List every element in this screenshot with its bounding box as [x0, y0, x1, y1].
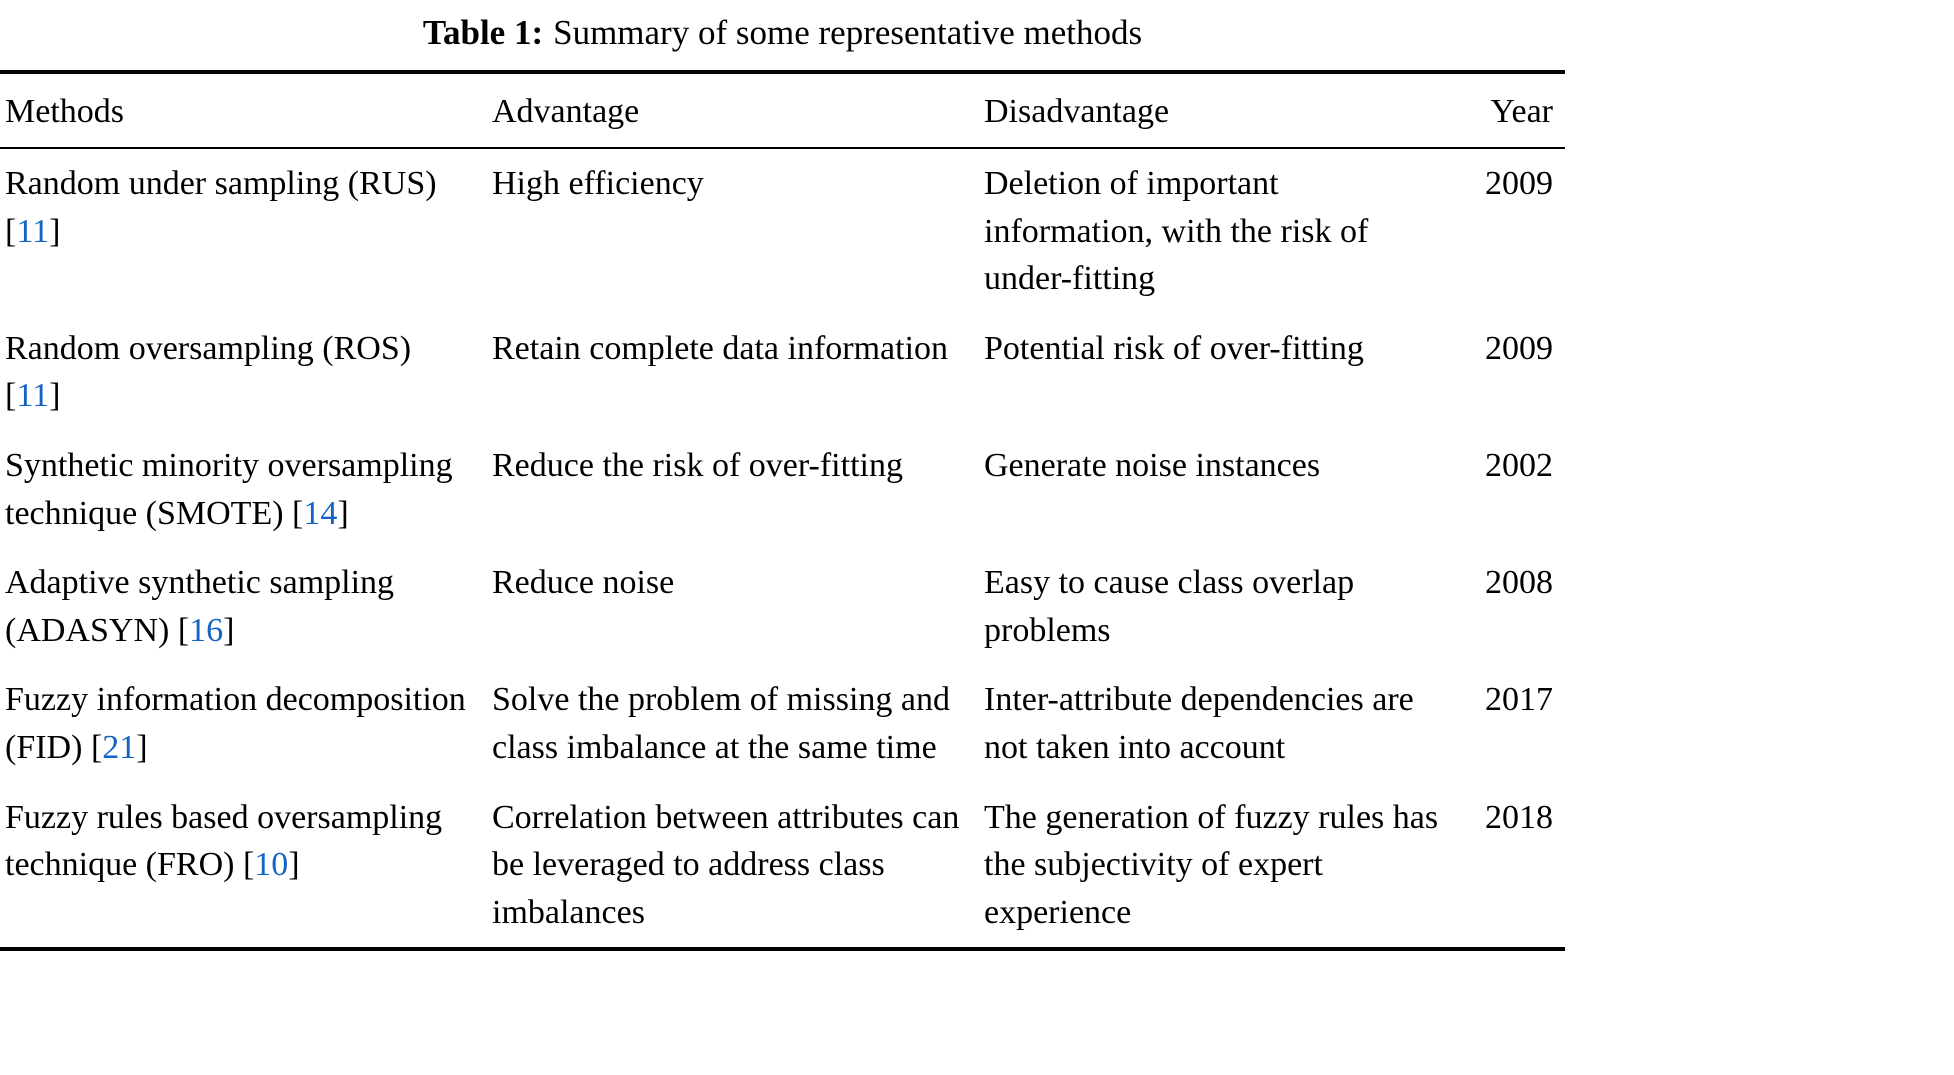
citation-bracket-close: ] — [288, 846, 300, 884]
col-header-year: Year — [1478, 71, 1565, 150]
citation-bracket-open: [ — [177, 611, 190, 649]
method-cell: Adaptive synthetic sampling (ADASYN) [16… — [0, 548, 492, 665]
col-header-methods: Methods — [0, 71, 492, 150]
citation-bracket-close: ] — [136, 729, 148, 767]
disadvantage-cell: Generate noise instances — [984, 447, 1321, 485]
advantage-cell: Solve the problem of missing and class i… — [492, 681, 951, 767]
citation-link[interactable]: 14 — [303, 494, 338, 532]
citation-link[interactable]: 21 — [102, 729, 137, 767]
table-row: Fuzzy rules based oversampling technique… — [0, 783, 1565, 950]
disadvantage-cell: Inter-attribute dependencies are not tak… — [984, 681, 1414, 767]
table-body: Random under sampling (RUS) [11] High ef… — [0, 148, 1565, 949]
method-cell: Synthetic minority oversampling techniqu… — [0, 431, 492, 548]
method-cell: Random under sampling (RUS) [11] — [0, 148, 492, 314]
table-row: Synthetic minority oversampling techniqu… — [0, 431, 1565, 548]
citation-link[interactable]: 10 — [254, 846, 289, 884]
method-name: Random oversampling (ROS) — [5, 329, 412, 367]
method-cell: Fuzzy rules based oversampling technique… — [0, 783, 492, 950]
citation-link[interactable]: 16 — [189, 611, 224, 649]
method-name: Adaptive synthetic sampling (ADASYN) — [5, 564, 395, 649]
year-cell: 2008 — [1485, 564, 1553, 602]
citation-bracket-open: [ — [292, 494, 304, 532]
col-header-advantage: Advantage — [492, 71, 984, 150]
year-cell: 2009 — [1485, 329, 1553, 367]
year-cell: 2017 — [1485, 681, 1553, 719]
method-name: Random under sampling (RUS) — [5, 165, 437, 203]
method-name: Synthetic minority oversampling techniqu… — [5, 447, 453, 532]
table-caption-text: Summary of some representative methods — [553, 13, 1143, 52]
table-1-area: Table 1: Summary of some representative m… — [0, 10, 1565, 952]
advantage-cell: Reduce the risk of over-fitting — [492, 447, 903, 485]
method-name: Fuzzy rules based oversampling technique… — [5, 798, 443, 884]
citation-bracket-open: [ — [5, 377, 17, 415]
method-cell: Random oversampling (ROS) [11] — [0, 314, 492, 431]
disadvantage-cell: The generation of fuzzy rules has the su… — [984, 798, 1439, 931]
table-caption: Table 1: Summary of some representative m… — [0, 10, 1565, 56]
citation-bracket-close: ] — [49, 212, 61, 250]
methods-summary-table: Methods Advantage Disadvantage Year Rand… — [0, 69, 1565, 952]
citation-bracket-close: ] — [223, 611, 235, 649]
disadvantage-cell: Potential risk of over-fitting — [984, 329, 1364, 367]
table-row: Random oversampling (ROS) [11] Retain co… — [0, 314, 1565, 431]
citation-link[interactable]: 11 — [16, 212, 50, 250]
citation-bracket-close: ] — [337, 494, 349, 532]
table-caption-label: Table 1: — [422, 13, 544, 52]
col-header-disadvantage: Disadvantage — [984, 71, 1478, 150]
year-cell: 2002 — [1485, 447, 1553, 485]
method-name: Fuzzy information decomposition (FID) — [5, 681, 466, 767]
table-row: Fuzzy information decomposition (FID) [2… — [0, 665, 1565, 782]
citation-bracket-open: [ — [5, 212, 17, 250]
year-cell: 2009 — [1485, 165, 1553, 203]
advantage-cell: High efficiency — [492, 165, 704, 203]
table-row: Random under sampling (RUS) [11] High ef… — [0, 148, 1565, 314]
citation-bracket-close: ] — [49, 377, 61, 415]
year-cell: 2018 — [1485, 798, 1553, 836]
disadvantage-cell: Deletion of important information, with … — [984, 165, 1369, 298]
header-row: Methods Advantage Disadvantage Year — [0, 71, 1565, 150]
disadvantage-cell: Easy to cause class overlap problems — [984, 564, 1355, 649]
citation-link[interactable]: 11 — [16, 377, 50, 415]
table-row: Adaptive synthetic sampling (ADASYN) [16… — [0, 548, 1565, 665]
advantage-cell: Retain complete data information — [492, 329, 949, 367]
citation-bracket-open: [ — [242, 846, 255, 884]
citation-bracket-open: [ — [90, 729, 103, 767]
advantage-cell: Correlation between attributes can be le… — [492, 798, 960, 931]
method-cell: Fuzzy information decomposition (FID) [2… — [0, 665, 492, 782]
advantage-cell: Reduce noise — [492, 564, 675, 602]
